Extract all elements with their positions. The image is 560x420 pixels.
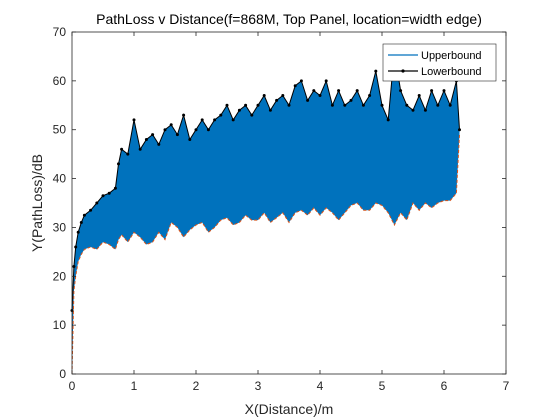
data-point (188, 138, 192, 141)
data-point (368, 94, 372, 97)
data-point (95, 201, 99, 205)
data-point (126, 152, 130, 156)
legend-box (382, 43, 497, 82)
x-tick-label: 1 (131, 379, 138, 393)
data-point (132, 118, 136, 122)
x-tick-label: 5 (379, 379, 386, 393)
data-point (374, 69, 378, 73)
data-point (337, 89, 341, 93)
data-point (361, 103, 365, 107)
data-point (293, 84, 297, 88)
data-point (72, 265, 76, 268)
x-tick-label: 2 (193, 379, 200, 393)
data-point (76, 230, 80, 234)
y-tick-label: 10 (53, 318, 67, 332)
data-point (330, 103, 334, 107)
data-point (256, 103, 260, 107)
data-point (380, 103, 384, 107)
y-tick-label: 60 (53, 74, 67, 88)
data-point (349, 98, 353, 102)
data-point (79, 221, 83, 224)
x-axis-label: X(Distance)/m (245, 401, 334, 417)
data-point (163, 128, 167, 132)
x-tick-label: 6 (441, 379, 448, 393)
data-point (194, 128, 198, 132)
y-tick-label: 40 (53, 172, 67, 186)
data-point (225, 103, 229, 107)
data-point (206, 128, 210, 132)
data-point (399, 89, 403, 93)
data-point (82, 213, 86, 217)
data-point (430, 89, 434, 93)
data-point (262, 94, 266, 97)
legend-marker-lowerbound (401, 69, 405, 73)
x-ticks: 0 1 2 3 4 5 6 7 (69, 32, 510, 393)
x-tick-label: 4 (317, 379, 324, 393)
data-point (74, 245, 78, 249)
data-point (458, 128, 461, 132)
data-point (312, 89, 316, 93)
y-tick-label: 30 (53, 220, 67, 234)
y-tick-label: 20 (53, 269, 67, 283)
data-point (151, 133, 155, 137)
data-point (144, 138, 148, 141)
y-axis-label: Y(PathLoss)/dB (29, 154, 45, 252)
data-point (299, 79, 303, 83)
data-point (306, 98, 310, 102)
legend-label-lowerbound: Lowerbound (421, 66, 482, 78)
plot-frame (71, 31, 507, 375)
data-point (275, 98, 279, 102)
legend: Upperbound Lowerbound (382, 43, 497, 82)
x-tick-label: 3 (255, 379, 262, 393)
legend-label-upperbound: Upperbound (421, 50, 482, 62)
y-ticks: 0 10 20 30 40 50 60 70 (53, 25, 506, 381)
data-point (442, 89, 446, 93)
y-tick-label: 70 (53, 25, 67, 39)
data-point (423, 108, 427, 112)
data-point (107, 191, 111, 195)
data-point (405, 103, 409, 107)
data-point (182, 113, 186, 117)
data-point (324, 79, 328, 83)
y-tick-label: 0 (59, 367, 66, 381)
data-point (175, 133, 179, 137)
data-point (268, 108, 272, 112)
band-area (72, 51, 460, 374)
data-point (318, 94, 322, 97)
data-point (113, 186, 117, 190)
data-point (138, 147, 142, 151)
chart-title: PathLoss v Distance(f=868M, Top Panel, l… (96, 11, 482, 27)
band-area-layer (72, 51, 460, 374)
data-point (244, 103, 248, 107)
data-point (355, 89, 359, 93)
data-point (250, 113, 254, 117)
data-point (219, 113, 223, 117)
y-tick-label: 50 (53, 123, 67, 137)
data-point (281, 94, 285, 97)
data-point (436, 103, 440, 107)
data-point (169, 123, 173, 127)
data-point (411, 108, 415, 112)
data-point (343, 103, 347, 107)
data-point (101, 194, 105, 198)
data-point (237, 108, 241, 112)
data-point (417, 94, 421, 97)
data-point (89, 208, 93, 212)
data-point (386, 118, 390, 122)
data-point (200, 118, 204, 122)
data-point (117, 162, 120, 166)
lowerbound-edge-trace (71, 134, 460, 375)
data-point (157, 142, 161, 146)
data-point (287, 103, 291, 107)
data-point (120, 147, 124, 151)
x-tick-label: 0 (69, 379, 76, 393)
x-tick-label: 7 (503, 379, 510, 393)
data-point (213, 118, 217, 122)
data-point (448, 103, 452, 107)
data-point (231, 118, 235, 122)
